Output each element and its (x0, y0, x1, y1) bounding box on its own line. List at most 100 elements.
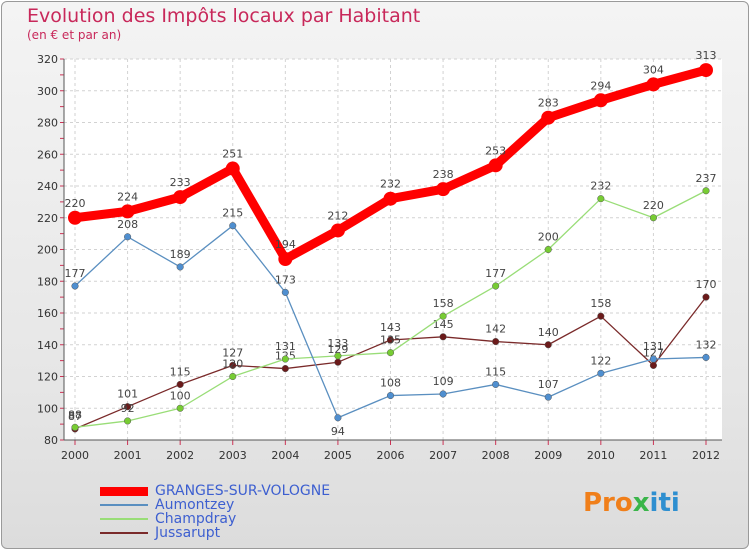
data-label: 304 (643, 63, 664, 76)
data-point (541, 110, 556, 125)
data-point (439, 390, 447, 398)
data-label: 173 (275, 273, 296, 286)
data-label: 189 (170, 248, 191, 261)
data-point (386, 349, 395, 357)
data-label: 143 (380, 321, 401, 334)
data-label: 283 (538, 97, 559, 110)
data-label: 294 (590, 79, 611, 92)
data-label: 142 (485, 323, 506, 336)
x-tick-label: 2004 (271, 449, 299, 462)
legend-swatch (100, 518, 148, 520)
data-label: 215 (222, 207, 243, 220)
legend-item: GRANGES-SUR-VOLOGNE (100, 484, 330, 498)
data-label: 100 (170, 389, 191, 402)
legend-swatch (100, 486, 148, 496)
data-point (176, 263, 184, 271)
x-tick-label: 2000 (61, 449, 89, 462)
data-point (281, 288, 289, 296)
x-tick-label: 2002 (166, 449, 194, 462)
data-point (120, 204, 135, 219)
x-tick-label: 2009 (534, 449, 562, 462)
data-point (176, 404, 184, 412)
legend-swatch (100, 532, 148, 534)
x-tick-label: 2006 (377, 449, 405, 462)
x-tick-label: 2008 (482, 449, 510, 462)
data-point (702, 293, 710, 301)
data-point (597, 312, 605, 320)
data-point (699, 63, 713, 78)
legend-label: Aumontzey (155, 497, 235, 513)
data-point (593, 93, 608, 108)
data-label: 253 (485, 144, 506, 157)
data-label: 238 (433, 168, 454, 181)
data-label: 220 (643, 199, 664, 212)
data-point (544, 245, 552, 254)
legend-label: Champdray (155, 511, 237, 527)
data-point (124, 403, 132, 411)
data-point (334, 414, 342, 422)
data-label: 109 (433, 375, 454, 388)
data-point (492, 338, 500, 346)
y-tick-label: 80 (44, 434, 58, 447)
data-point (71, 423, 79, 431)
data-point (281, 355, 289, 363)
legend-item: Jussarupt (100, 526, 330, 540)
data-label: 94 (331, 425, 345, 438)
data-point (544, 393, 552, 401)
data-point (71, 282, 79, 290)
y-tick-label: 320 (37, 53, 58, 66)
data-label: 220 (65, 197, 86, 210)
data-point (225, 161, 240, 176)
data-point (436, 182, 451, 197)
x-tick-label: 2007 (429, 449, 457, 462)
y-tick-label: 160 (37, 307, 58, 320)
data-point (68, 210, 82, 225)
data-label: 127 (643, 346, 664, 359)
data-point (229, 222, 237, 230)
data-label: 232 (590, 180, 611, 193)
data-label: 115 (170, 365, 191, 378)
data-label: 208 (117, 218, 138, 231)
data-point (386, 336, 395, 344)
data-point (439, 312, 447, 320)
x-tick-label: 2012 (692, 449, 720, 462)
data-label: 122 (590, 354, 611, 367)
proxiti-logo: Proxiti (583, 488, 680, 518)
data-label: 170 (696, 278, 717, 291)
data-label: 200 (538, 231, 559, 244)
data-point (439, 333, 447, 341)
data-label: 131 (643, 340, 664, 353)
data-label: 251 (222, 148, 243, 161)
x-tick-label: 2011 (639, 449, 667, 462)
y-tick-label: 200 (37, 244, 58, 257)
data-label: 177 (485, 267, 506, 280)
data-point (649, 214, 657, 222)
data-point (383, 191, 398, 206)
data-label: 120 (222, 358, 243, 371)
data-point (229, 361, 237, 369)
data-label: 212 (327, 209, 348, 222)
data-point (386, 392, 395, 400)
data-label: 87 (68, 410, 82, 423)
data-point (278, 252, 293, 267)
legend-item: Aumontzey (100, 498, 330, 512)
y-tick-label: 240 (37, 180, 58, 193)
data-label: 232 (380, 178, 401, 191)
data-label: 92 (121, 402, 135, 415)
data-label: 194 (275, 238, 296, 251)
x-tick-label: 2005 (324, 449, 352, 462)
data-label: 237 (696, 172, 717, 185)
data-point (124, 417, 132, 425)
data-point (649, 361, 657, 369)
data-label: 127 (222, 346, 243, 359)
data-point (492, 380, 500, 388)
data-label: 107 (538, 378, 559, 391)
data-label: 158 (433, 297, 454, 310)
legend-label: GRANGES-SUR-VOLOGNE (155, 483, 331, 499)
data-label: 129 (327, 343, 348, 356)
data-label: 177 (65, 267, 86, 280)
data-point (334, 352, 342, 360)
data-label: 135 (380, 334, 401, 347)
y-tick-label: 180 (37, 275, 58, 288)
chart-legend: GRANGES-SUR-VOLOGNE Aumontzey Champdray Jus… (100, 484, 330, 540)
